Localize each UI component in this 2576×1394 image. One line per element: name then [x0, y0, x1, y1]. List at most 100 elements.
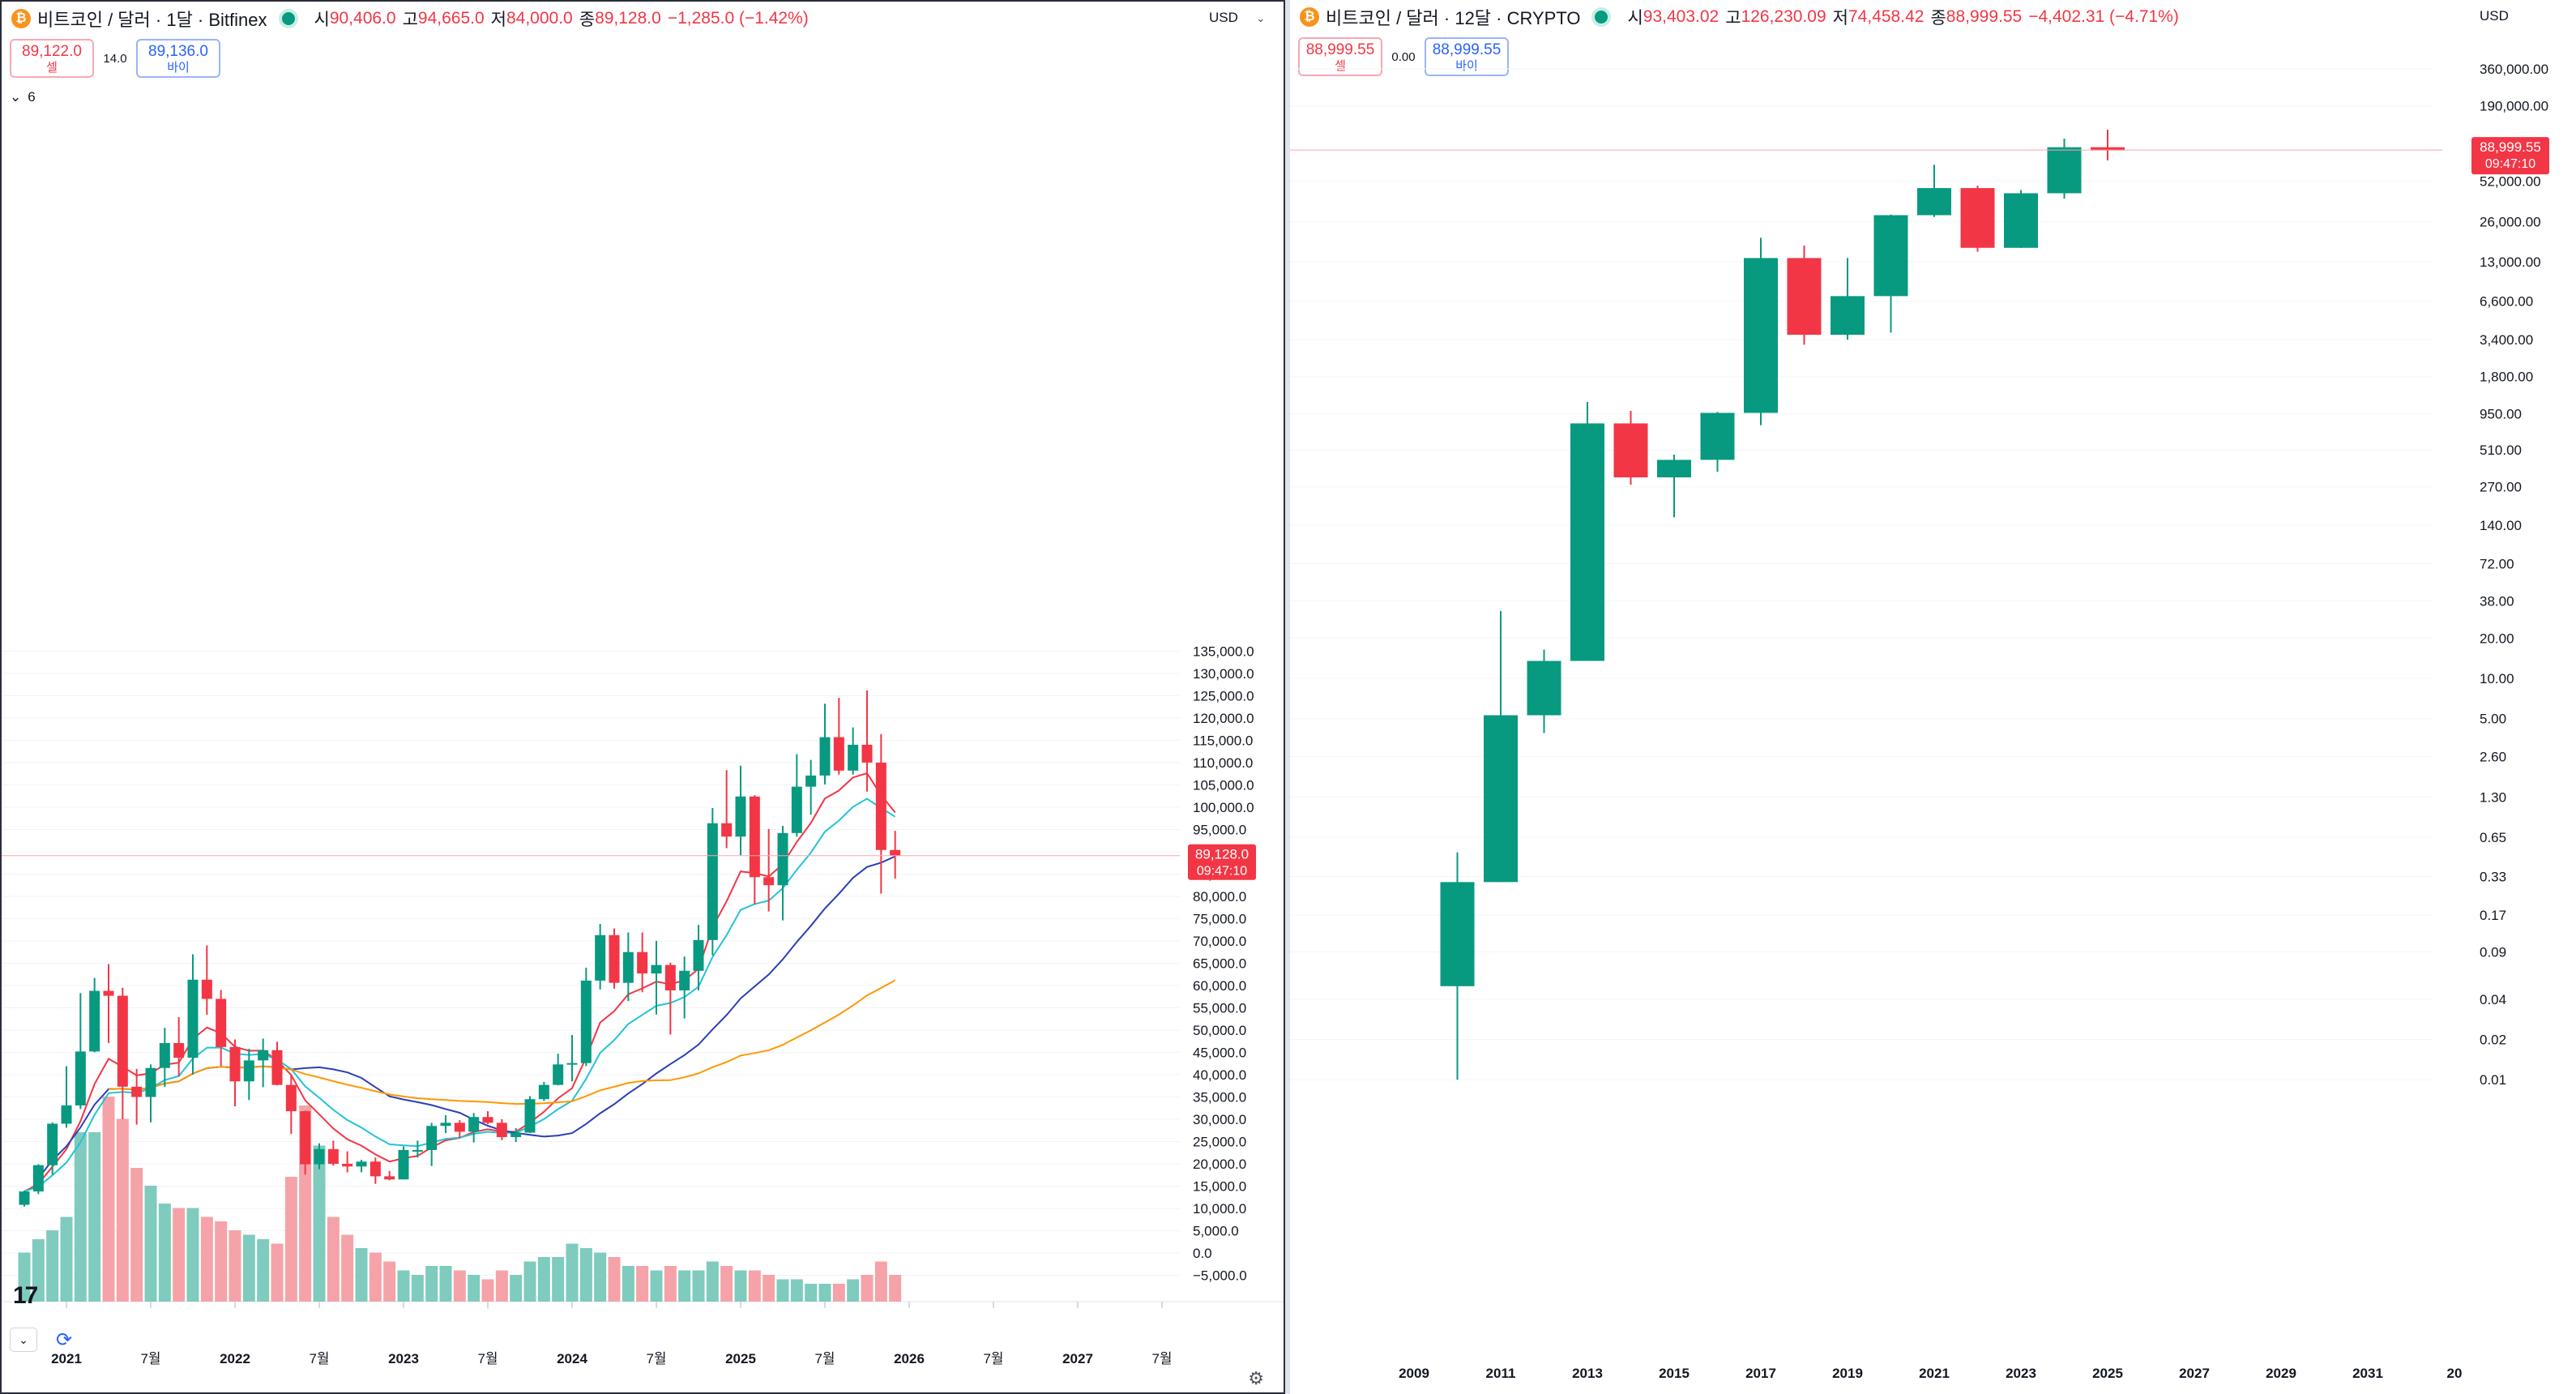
volume-bar	[411, 1275, 424, 1302]
price-axis-label: 5,000.0	[1193, 1223, 1239, 1238]
volume-bar	[355, 1248, 368, 1302]
candle-body	[735, 796, 746, 837]
change-value: −1,285.0 (−1.42%)	[667, 9, 809, 28]
volume-bar	[215, 1221, 228, 1302]
volume-bar	[523, 1261, 536, 1302]
candle-body	[861, 744, 873, 763]
volume-bar	[271, 1243, 284, 1302]
price-axis-label: 125,000.0	[1193, 688, 1254, 703]
volume-bar	[650, 1270, 663, 1302]
volume-bar	[200, 1217, 213, 1302]
volume-bar	[186, 1208, 199, 1302]
volume-bar	[847, 1279, 860, 1302]
price-chart-right[interactable]: 360,000.00 190,000.00 52,000.00 26,000.00 13…	[1290, 0, 2576, 1394]
candle-body	[721, 823, 733, 837]
buy-price: 89,136.0	[148, 42, 208, 60]
volume-bar	[173, 1208, 186, 1302]
candle-body	[187, 979, 199, 1058]
bottom-toolbar: ⌄ ⟳	[10, 1328, 76, 1352]
currency-selector[interactable]: USD	[2480, 8, 2509, 24]
price-axis-label: 510.00	[2480, 443, 2522, 458]
candle-body	[2004, 193, 2038, 248]
candle-body	[412, 1149, 423, 1152]
currency-selector[interactable]: USD ⌄	[1209, 10, 1266, 26]
candle-body	[622, 951, 634, 983]
candle-body	[145, 1067, 156, 1097]
price-axis-label: 60,000.0	[1193, 978, 1246, 994]
close-value: 89,128.0	[595, 9, 661, 28]
candle-body	[553, 1064, 564, 1085]
price-axis-label: 5.00	[2480, 712, 2506, 727]
volume-bar	[46, 1230, 59, 1302]
volume-bar	[748, 1270, 761, 1302]
price-axis-label: 0.17	[2480, 908, 2506, 923]
time-axis-label: 2029	[2266, 1366, 2296, 1381]
candle-body	[511, 1132, 522, 1137]
candle-body	[805, 775, 817, 787]
trade-buttons: 89,122.0 셀 14.0 89,136.0 바이	[10, 39, 220, 78]
volume-bar	[88, 1132, 101, 1302]
symbol-title[interactable]: 비트코인 / 달러 · 12달 · CRYPTO	[1326, 8, 1581, 28]
sync-icon[interactable]: ⟳	[55, 1328, 73, 1351]
change-value: −4,402.31 (−4.71%)	[2028, 7, 2179, 26]
volume-bar	[130, 1168, 143, 1302]
candle-body	[61, 1105, 72, 1124]
price-axis-label: 52,000.00	[2480, 174, 2541, 190]
low-value: 74,458.42	[1848, 7, 1925, 26]
candle-body	[749, 796, 760, 878]
price-chart-left[interactable]: 135,000.0 130,000.0 125,000.0 120,000.0 115,…	[2, 2, 1284, 1392]
price-axis-label: 55,000.0	[1193, 1000, 1246, 1016]
price-axis-label: 75,000.0	[1193, 911, 1246, 926]
candle-body	[875, 762, 886, 850]
open-label: 시	[1627, 9, 1643, 28]
indicators-toggle-button[interactable]: ⌄ 6	[10, 89, 36, 105]
price-axis-label: 110,000.0	[1193, 755, 1253, 771]
price-axis-label: 80,000.0	[1193, 889, 1246, 904]
candle-body	[791, 786, 802, 833]
candle-body	[1484, 715, 1518, 883]
low-value: 84,000.0	[506, 9, 573, 28]
volume-bar	[102, 1097, 115, 1302]
last-price-tag	[1188, 844, 1256, 880]
spread-value: 14.0	[103, 51, 127, 66]
volume-bar	[608, 1257, 621, 1302]
candle-body	[2091, 147, 2125, 151]
candle-body	[229, 1046, 241, 1082]
volume-bar	[32, 1239, 45, 1302]
time-axis-label: 2023	[2006, 1366, 2036, 1381]
high-value: 94,665.0	[417, 9, 485, 28]
pane-divider[interactable]	[1285, 0, 1290, 1394]
volume-bar	[579, 1248, 592, 1302]
time-axis-label: 2024	[557, 1351, 587, 1366]
candle-body	[482, 1117, 493, 1123]
buy-label: 바이	[167, 60, 190, 75]
price-axis-label: 20.00	[2480, 631, 2514, 646]
candle-body	[384, 1176, 395, 1180]
open-label: 시	[314, 11, 330, 29]
bar-countdown: 09:47:10	[1197, 865, 1247, 879]
candle-body	[1440, 882, 1475, 986]
price-axis-label: 1.30	[2480, 789, 2506, 805]
price-axis-label: 15,000.0	[1193, 1178, 1246, 1194]
candle-body	[848, 744, 859, 771]
price-axis-label: 13,000.00	[2480, 254, 2541, 270]
price-axis-label: 30,000.0	[1193, 1112, 1246, 1127]
buy-button[interactable]: 89,136.0 바이	[136, 39, 220, 78]
candle-body	[243, 1060, 254, 1082]
candle-body	[47, 1123, 58, 1165]
sell-button[interactable]: 89,122.0 셀	[10, 39, 94, 78]
settings-gear-icon[interactable]: ⚙	[1248, 1368, 1264, 1388]
price-axis-label: 10,000.0	[1193, 1201, 1246, 1217]
collapse-panel-button[interactable]: ⌄	[10, 1328, 37, 1352]
candle-body	[609, 934, 620, 983]
candle-body	[468, 1117, 480, 1132]
price-axis-label: 95,000.0	[1193, 822, 1246, 837]
symbol-title[interactable]: 비트코인 / 달러 · 1달 · Bitfinex	[37, 10, 267, 30]
volume-bar	[594, 1252, 607, 1302]
last-price-tag	[2471, 137, 2549, 175]
candle-body	[314, 1148, 325, 1165]
price-axis-label: 190,000.00	[2480, 99, 2548, 114]
